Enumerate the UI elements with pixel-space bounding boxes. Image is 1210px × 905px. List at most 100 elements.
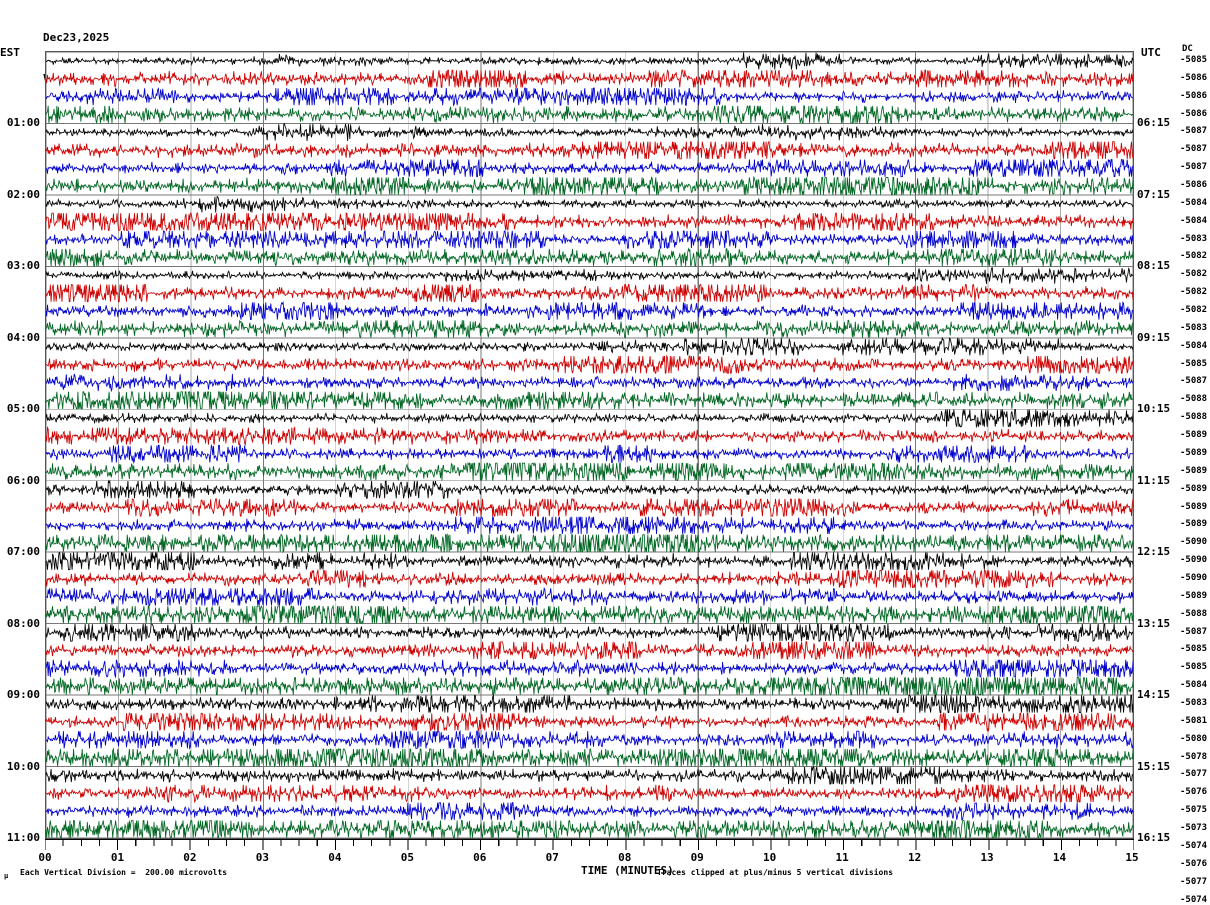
trace-line bbox=[46, 123, 1133, 141]
right-hour-label: 06:15 bbox=[1137, 116, 1171, 130]
trace-line bbox=[46, 568, 1133, 589]
right-hour-label: 15:15 bbox=[1137, 759, 1171, 773]
dc-offset-label: -5090 bbox=[1180, 537, 1208, 548]
x-tick-label: 15 bbox=[1125, 851, 1139, 864]
trace-line bbox=[46, 497, 1133, 518]
trace-line bbox=[46, 711, 1133, 733]
trace-line bbox=[46, 266, 1133, 284]
x-tick-label: 12 bbox=[907, 851, 922, 864]
trace-line bbox=[46, 318, 1133, 340]
trace-line bbox=[46, 551, 1133, 572]
x-tick-label: 11 bbox=[835, 851, 849, 864]
dc-offset-label: -5089 bbox=[1180, 519, 1208, 530]
trace-line bbox=[46, 409, 1133, 429]
trace-line bbox=[46, 604, 1133, 625]
right-hour-label: 07:15 bbox=[1137, 187, 1171, 201]
dc-offset-label: -5077 bbox=[1180, 876, 1208, 887]
dc-offset-label: -5084 bbox=[1180, 215, 1208, 226]
dc-offset-label: -5082 bbox=[1180, 251, 1208, 262]
trace-line bbox=[46, 158, 1133, 178]
trace-line bbox=[46, 140, 1133, 160]
dc-offset-label: -5083 bbox=[1180, 698, 1208, 709]
dc-offset-label: -5085 bbox=[1180, 662, 1208, 673]
right-hour-label: 16:15 bbox=[1137, 831, 1171, 844]
x-tick-label: 02 bbox=[183, 851, 197, 864]
dc-offset-label: -5081 bbox=[1180, 715, 1208, 726]
right-hour-label: 12:15 bbox=[1137, 545, 1171, 559]
dc-offset-label: -5084 bbox=[1180, 680, 1208, 691]
trace-line bbox=[46, 283, 1133, 303]
x-tick-label: 05 bbox=[400, 851, 414, 864]
trace-line bbox=[46, 175, 1133, 196]
x-tick-label: 08 bbox=[618, 851, 632, 864]
seismic-traces bbox=[46, 52, 1133, 838]
dc-offset-label: -5089 bbox=[1180, 501, 1208, 512]
x-tick-label: 14 bbox=[1052, 851, 1067, 864]
dc-offset-label: -5090 bbox=[1180, 572, 1208, 583]
dc-offset-label: -5082 bbox=[1180, 269, 1208, 280]
dc-offset-label: -5089 bbox=[1180, 465, 1208, 476]
right-axis-timezone-label: UTC bbox=[1141, 46, 1161, 59]
trace-line bbox=[46, 354, 1133, 375]
dc-offset-label: -5087 bbox=[1180, 376, 1208, 387]
x-tick-label: 00 bbox=[38, 851, 52, 864]
trace-line bbox=[46, 586, 1133, 606]
trace-line bbox=[46, 69, 1133, 89]
trace-line bbox=[46, 515, 1133, 535]
x-axis-title: TIME (MINUTES) bbox=[581, 864, 674, 877]
trace-line bbox=[46, 533, 1133, 554]
dc-offset-label: -5088 bbox=[1180, 394, 1208, 405]
dc-offset-label: -5074 bbox=[1180, 840, 1208, 851]
trace-line bbox=[46, 336, 1133, 356]
trace-line bbox=[46, 818, 1133, 838]
trace-line bbox=[46, 658, 1133, 679]
left-axis-timezone-label: EST bbox=[0, 46, 20, 59]
x-tick-label: 04 bbox=[328, 851, 342, 864]
dc-offset-label: -5089 bbox=[1180, 430, 1208, 441]
dc-offset-label: -5080 bbox=[1180, 733, 1208, 744]
dc-offset-label: -5082 bbox=[1180, 287, 1208, 298]
dc-offset-label: -5076 bbox=[1180, 787, 1208, 798]
trace-line bbox=[46, 86, 1133, 107]
dc-offset-label: -5084 bbox=[1180, 197, 1208, 208]
trace-line bbox=[46, 622, 1133, 643]
dc-offset-label: -5087 bbox=[1180, 626, 1208, 637]
mu-symbol: µ bbox=[4, 872, 9, 880]
left-hour-label: 11:00 bbox=[6, 831, 40, 844]
left-hour-label: 04:00 bbox=[6, 330, 40, 344]
dc-offset-label: -5086 bbox=[1180, 108, 1208, 119]
dc-offset-label: -5087 bbox=[1180, 144, 1208, 155]
trace-line bbox=[46, 52, 1133, 70]
helicorder-page: Dec23,2025 VHTN HNZ ET 00 (Vann Hill, TN… bbox=[0, 31, 1208, 905]
helicorder-plot-area bbox=[45, 51, 1134, 839]
dc-offset-label: -5075 bbox=[1180, 805, 1208, 816]
trace-line bbox=[46, 195, 1133, 213]
dc-offset-label: -5088 bbox=[1180, 608, 1208, 619]
dc-offset-label: -5083 bbox=[1180, 322, 1208, 333]
dc-offset-label: -5087 bbox=[1180, 162, 1208, 173]
x-tick-label: 03 bbox=[255, 851, 270, 864]
trace-line bbox=[46, 391, 1133, 411]
x-tick-label: 10 bbox=[763, 851, 777, 864]
trace-line bbox=[46, 229, 1133, 250]
dc-offset-label: -5089 bbox=[1180, 590, 1208, 601]
dc-column-header: DC bbox=[1182, 44, 1193, 54]
plot-gridlines bbox=[46, 52, 1133, 838]
left-hour-label: 01:00 bbox=[6, 116, 40, 130]
trace-line bbox=[46, 425, 1133, 446]
division-note: Each Vertical Division = 200.00 microvol… bbox=[20, 868, 228, 877]
x-tick-label: 09 bbox=[690, 851, 704, 864]
dc-offset-label: -5085 bbox=[1180, 54, 1208, 65]
left-hour-label: 07:00 bbox=[6, 545, 40, 559]
dc-offset-label: -5073 bbox=[1180, 823, 1208, 834]
left-hour-label: 08:00 bbox=[6, 616, 40, 630]
left-hour-label: 02:00 bbox=[6, 187, 40, 201]
trace-line bbox=[46, 479, 1133, 499]
dc-offset-label: -5086 bbox=[1180, 90, 1208, 101]
right-hour-label: 13:15 bbox=[1137, 616, 1171, 630]
dc-offset-label: -5090 bbox=[1180, 555, 1208, 566]
trace-line bbox=[46, 247, 1133, 268]
right-hour-label: 10:15 bbox=[1137, 402, 1171, 416]
dc-offset-label: -5088 bbox=[1180, 412, 1208, 423]
right-hour-label: 14:15 bbox=[1137, 688, 1171, 702]
